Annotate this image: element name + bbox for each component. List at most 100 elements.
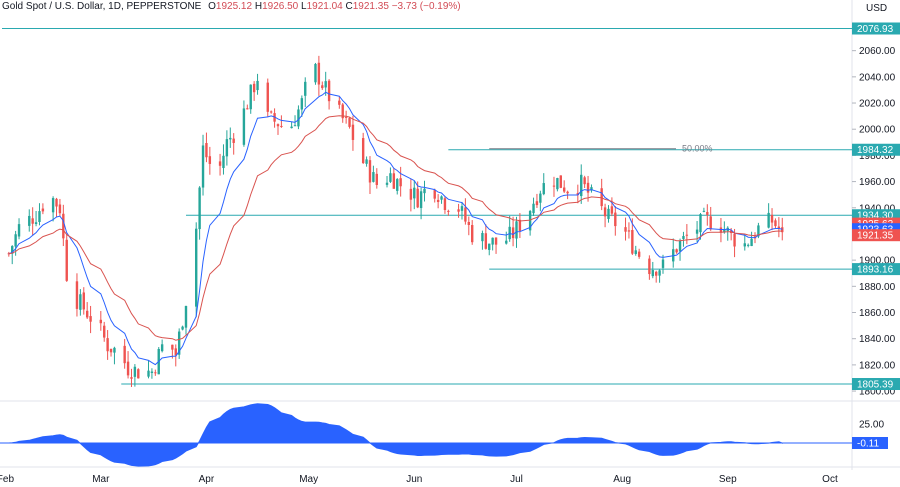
oscillator-tick-label: 25.00 [859,420,884,431]
candle-body [327,80,331,102]
close-label: C [345,1,353,12]
candle-body [297,109,300,127]
candle-body [246,108,249,110]
time-axis[interactable]: Feb Mar Apr May Jun Jul Aug Sep Oct [0,474,838,485]
candle-body [610,206,614,214]
candle-body [324,81,327,88]
currency-label: USD [866,3,887,14]
candle-body [515,221,518,239]
candle-body [559,175,562,188]
candle-body [566,191,569,194]
candle-body [389,173,392,182]
candle-body [365,159,368,164]
candle-body [109,348,113,353]
candle-body [413,187,416,199]
candle-body [34,222,38,225]
slow-ema-line [8,115,783,341]
price-axis[interactable]: USD 1800.00 1820.00 1840.00 1860.00 1880.00 19… [852,3,900,450]
candle-body [781,227,784,233]
candle-body [266,82,269,112]
candle-body [556,178,559,190]
candle-body [229,137,232,140]
price-tag-label: 1921.35 [857,231,894,242]
candle-body [256,80,259,91]
candle-body [542,183,545,195]
candle-body [205,143,208,158]
candle-body [103,325,106,338]
candle-body [123,345,126,364]
high-value: 1926.50 [262,1,299,12]
candle-body [590,187,593,191]
candle-body [51,198,55,213]
candle-body [709,216,712,230]
candle-body [600,188,603,207]
candle-body [532,203,535,214]
candle-body [419,191,423,209]
candle-body [147,370,150,377]
candle-body [344,116,348,118]
candle-body [126,361,130,376]
candle-body [137,369,140,379]
level-tag-label: 1934.30 [857,211,894,222]
candle-body [562,187,566,192]
fast-ema-line [8,91,783,366]
time-tick-label: Feb [0,474,14,485]
candle-body [637,251,641,257]
candle-body [539,193,542,203]
horizontal-levels: 50.00% [2,27,852,385]
candle-body [372,172,375,182]
price-tick-label: 1880.00 [859,282,896,293]
candle-body [177,331,181,355]
price-tick-label: 1860.00 [859,308,896,319]
candle-body [14,234,17,247]
time-tick-label: Sep [719,474,737,485]
candle-body [304,81,307,96]
oscillator-area [8,403,783,467]
candle-body [385,182,389,185]
candle-body [160,344,164,352]
candle-body [201,145,205,188]
candle-body [317,62,321,85]
candle-body [150,371,154,374]
candle-body [460,206,464,211]
candle-body [682,236,685,239]
candle-body [552,185,556,187]
candle-body [65,239,68,281]
candle-body [447,210,450,212]
candle-body [38,211,41,223]
time-tick-label: Aug [613,474,631,485]
candle-body [368,160,372,183]
price-tick-label: 1800.00 [859,387,896,398]
time-tick-label: Oct [822,474,838,485]
candle-body [511,227,515,239]
price-tick-label: 2040.00 [859,72,896,83]
candle-body [457,209,460,212]
price-tick-label: 2020.00 [859,99,896,110]
candle-body [467,221,470,225]
candle-body [750,238,753,247]
candle-body [757,225,760,237]
candle-body [631,230,634,254]
candle-body [85,310,89,318]
candle-body [586,182,590,193]
candle-body [481,233,484,242]
open-value: 1925.12 [215,1,253,12]
candle-body [113,347,116,353]
candle-body [338,100,341,105]
level-tag-label: 1805.39 [857,380,894,391]
candle-body [433,190,436,199]
price-tick-label: 1900.00 [859,256,896,267]
candle-body [79,294,82,310]
candle-body [269,111,273,113]
high-label: H [254,1,263,12]
candle-body [99,319,103,324]
change-value: −3.73 (−0.19%) [391,1,461,12]
time-tick-label: Apr [199,474,215,485]
candle-body [28,215,31,226]
price-tick-label: 2000.00 [859,125,896,136]
candle-body [528,211,532,231]
oscillator-value-label: -0.11 [857,439,879,450]
candle-body [249,84,252,110]
candle-body [484,233,488,249]
